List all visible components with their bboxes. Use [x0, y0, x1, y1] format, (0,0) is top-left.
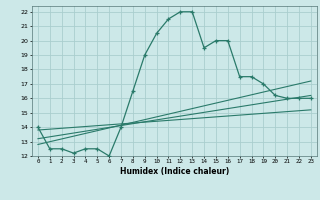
X-axis label: Humidex (Indice chaleur): Humidex (Indice chaleur)	[120, 167, 229, 176]
